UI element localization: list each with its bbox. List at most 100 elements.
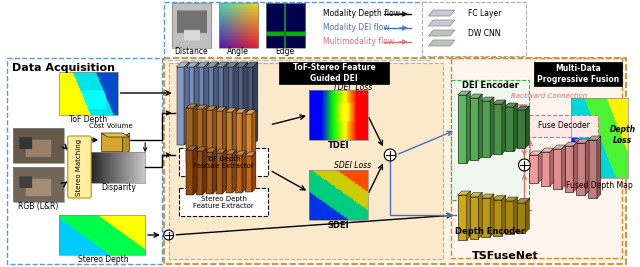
- Text: Fused Depth Map: Fused Depth Map: [566, 180, 633, 190]
- Bar: [186, 108, 193, 163]
- Bar: [572, 98, 628, 178]
- Bar: [236, 67, 243, 145]
- Text: Angle: Angle: [227, 48, 249, 57]
- Polygon shape: [458, 191, 470, 195]
- Polygon shape: [428, 30, 455, 36]
- Bar: [179, 148, 268, 176]
- Polygon shape: [516, 106, 529, 110]
- Polygon shape: [193, 146, 197, 195]
- Text: Modality Depth flow: Modality Depth flow: [323, 10, 399, 18]
- Polygon shape: [206, 62, 219, 67]
- Polygon shape: [525, 198, 529, 233]
- Text: Modality DEI flow: Modality DEI flow: [323, 23, 389, 33]
- Polygon shape: [212, 106, 217, 161]
- Bar: [458, 195, 467, 240]
- Bar: [177, 67, 184, 145]
- Polygon shape: [225, 62, 238, 67]
- Polygon shape: [101, 133, 129, 137]
- Polygon shape: [193, 104, 197, 163]
- Polygon shape: [242, 109, 246, 158]
- Bar: [309, 90, 367, 140]
- Bar: [516, 202, 525, 233]
- Polygon shape: [216, 107, 227, 111]
- Polygon shape: [186, 104, 197, 108]
- Text: Multi-Data
Progressive Fusion: Multi-Data Progressive Fusion: [537, 64, 620, 84]
- Polygon shape: [467, 91, 470, 163]
- Polygon shape: [204, 62, 209, 145]
- Polygon shape: [212, 148, 217, 194]
- Polygon shape: [564, 142, 577, 146]
- Text: Stereo Matching: Stereo Matching: [77, 138, 83, 195]
- Polygon shape: [123, 133, 129, 155]
- Bar: [481, 198, 490, 237]
- Bar: [7, 58, 162, 264]
- Bar: [245, 67, 253, 145]
- Bar: [164, 58, 627, 264]
- Bar: [266, 3, 305, 48]
- Polygon shape: [481, 194, 494, 198]
- Text: Multimodality flow: Multimodality flow: [323, 37, 394, 46]
- Circle shape: [384, 149, 396, 161]
- Bar: [169, 63, 443, 259]
- Text: Fuse Decoder: Fuse Decoder: [538, 121, 589, 131]
- Polygon shape: [428, 40, 455, 46]
- Bar: [59, 215, 145, 255]
- Polygon shape: [577, 139, 589, 143]
- Bar: [225, 154, 232, 193]
- Polygon shape: [232, 108, 236, 159]
- Polygon shape: [525, 106, 529, 148]
- Polygon shape: [196, 147, 207, 151]
- Bar: [216, 111, 223, 160]
- Bar: [470, 197, 478, 238]
- Polygon shape: [428, 20, 455, 26]
- FancyBboxPatch shape: [68, 136, 92, 198]
- Bar: [245, 114, 252, 157]
- Polygon shape: [236, 109, 246, 113]
- Bar: [493, 104, 502, 154]
- Bar: [529, 115, 598, 137]
- Bar: [225, 67, 234, 145]
- Bar: [481, 101, 490, 157]
- Text: Data Acquisition: Data Acquisition: [12, 63, 115, 73]
- Circle shape: [164, 230, 173, 240]
- Polygon shape: [502, 195, 506, 235]
- Bar: [541, 152, 550, 186]
- Polygon shape: [588, 136, 601, 140]
- Text: ToF Depth: ToF Depth: [69, 116, 108, 124]
- Polygon shape: [550, 148, 554, 186]
- Polygon shape: [253, 62, 258, 145]
- Polygon shape: [245, 152, 256, 156]
- Polygon shape: [529, 151, 542, 155]
- Bar: [164, 58, 627, 264]
- Polygon shape: [184, 62, 189, 145]
- Polygon shape: [541, 148, 554, 152]
- Bar: [13, 128, 64, 163]
- Polygon shape: [245, 110, 256, 114]
- Bar: [164, 2, 430, 60]
- Bar: [206, 152, 212, 194]
- Polygon shape: [194, 62, 199, 145]
- Text: ToF-Stereo Feature
Guided DEI: ToF-Stereo Feature Guided DEI: [293, 63, 376, 83]
- Bar: [206, 110, 212, 161]
- Text: Depth Encoder: Depth Encoder: [455, 227, 525, 237]
- Text: TDEI  Loss: TDEI Loss: [333, 83, 372, 92]
- Polygon shape: [203, 105, 207, 162]
- Polygon shape: [553, 145, 566, 149]
- Bar: [529, 155, 538, 183]
- Bar: [216, 67, 223, 145]
- Polygon shape: [216, 62, 228, 67]
- Bar: [13, 167, 64, 202]
- Bar: [179, 188, 268, 216]
- Text: Depth
Loss: Depth Loss: [609, 125, 636, 145]
- Bar: [59, 72, 118, 115]
- Polygon shape: [177, 62, 189, 67]
- Polygon shape: [478, 94, 483, 160]
- Polygon shape: [478, 193, 483, 238]
- Circle shape: [518, 159, 531, 171]
- Text: DEI Encoder: DEI Encoder: [461, 81, 518, 91]
- Text: SDEI Loss: SDEI Loss: [334, 160, 371, 170]
- Polygon shape: [490, 194, 494, 237]
- Bar: [206, 67, 214, 145]
- Polygon shape: [573, 142, 577, 192]
- Polygon shape: [216, 149, 227, 153]
